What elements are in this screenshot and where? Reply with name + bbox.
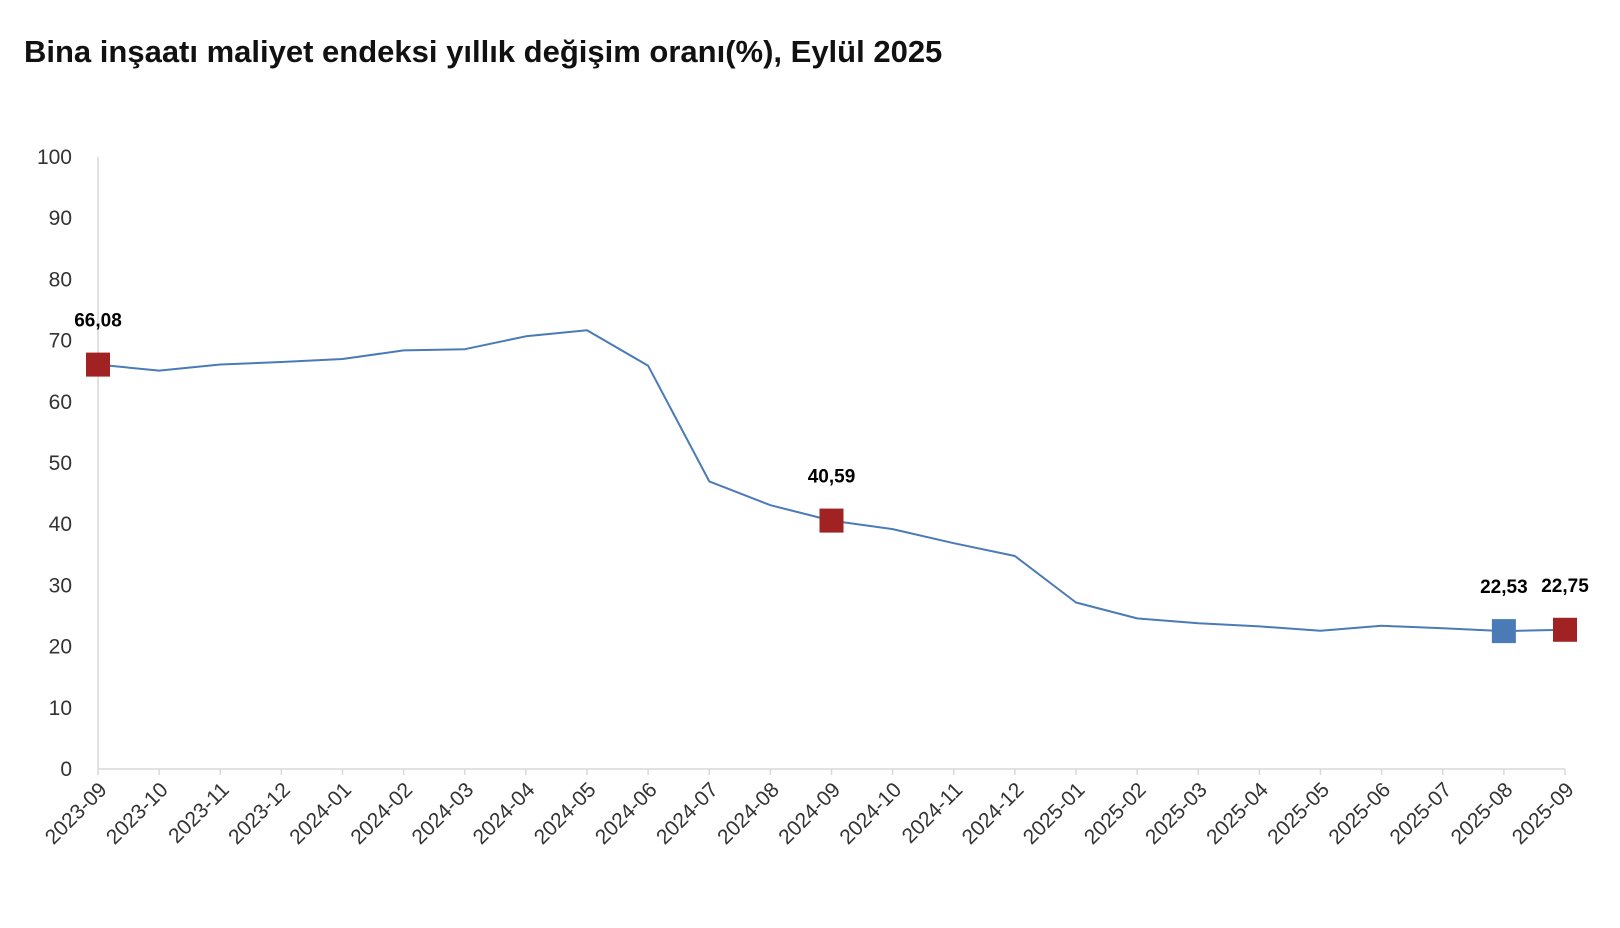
x-tick-label: 2024-05 xyxy=(530,778,601,849)
x-axis: 2023-092023-102023-112023-122024-012024-… xyxy=(41,768,1579,849)
x-tick-label: 2025-02 xyxy=(1080,778,1151,849)
y-tick-label: 70 xyxy=(49,330,72,353)
data-point-marker xyxy=(1491,619,1516,644)
x-tick-label: 2024-01 xyxy=(285,778,356,849)
y-tick-label: 0 xyxy=(60,758,72,781)
x-tick-label: 2024-03 xyxy=(408,778,479,849)
y-tick-label: 100 xyxy=(37,146,72,169)
y-tick-label: 40 xyxy=(49,513,72,536)
x-tick-label: 2023-12 xyxy=(224,778,295,849)
y-tick-label: 30 xyxy=(49,574,72,597)
y-tick-label: 80 xyxy=(49,268,72,291)
y-tick-label: 60 xyxy=(49,391,72,414)
x-tick-label: 2024-10 xyxy=(835,778,906,849)
data-point-marker xyxy=(1553,617,1577,642)
data-point-marker xyxy=(86,352,110,377)
y-tick-label: 50 xyxy=(49,452,72,475)
y-tick-label: 20 xyxy=(49,636,72,659)
x-tick-label: 2023-11 xyxy=(164,778,234,848)
x-tick-label: 2024-11 xyxy=(898,778,968,848)
x-tick-label: 2025-03 xyxy=(1141,778,1212,849)
x-tick-label: 2024-08 xyxy=(713,778,784,849)
x-tick-label: 2023-09 xyxy=(41,778,112,849)
y-axis: 0 10 20 30 40 50 60 70 80 90 100 xyxy=(37,146,99,781)
x-tick-label: 2025-09 xyxy=(1508,778,1579,849)
data-label: 66,08 xyxy=(74,311,122,332)
x-tick-label: 2024-06 xyxy=(591,778,662,849)
x-tick-label: 2025-01 xyxy=(1019,778,1090,849)
x-tick-label: 2025-06 xyxy=(1324,778,1395,849)
chart-title: Bina inşaatı maliyet endeksi yıllık deği… xyxy=(24,34,943,69)
x-tick-label: 2025-07 xyxy=(1386,778,1457,849)
highlight-markers: 66,08 40,59 22,53 22,75 xyxy=(74,311,1589,644)
x-tick-label: 2024-02 xyxy=(346,778,417,849)
y-tick-label: 10 xyxy=(49,697,72,720)
data-label: 40,59 xyxy=(808,467,856,488)
data-point-marker xyxy=(819,508,844,533)
data-label: 22,53 xyxy=(1480,577,1528,598)
data-label: 22,75 xyxy=(1541,576,1589,597)
x-tick-label: 2024-04 xyxy=(469,778,540,849)
x-tick-label: 2024-12 xyxy=(958,778,1029,849)
x-tick-label: 2025-05 xyxy=(1263,778,1334,849)
x-tick-label: 2025-08 xyxy=(1447,778,1518,849)
x-tick-label: 2024-09 xyxy=(774,778,845,849)
y-tick-label: 90 xyxy=(49,207,72,230)
x-tick-label: 2025-04 xyxy=(1202,778,1273,849)
x-tick-label: 2023-10 xyxy=(102,778,173,849)
x-tick-label: 2024-07 xyxy=(652,778,723,849)
